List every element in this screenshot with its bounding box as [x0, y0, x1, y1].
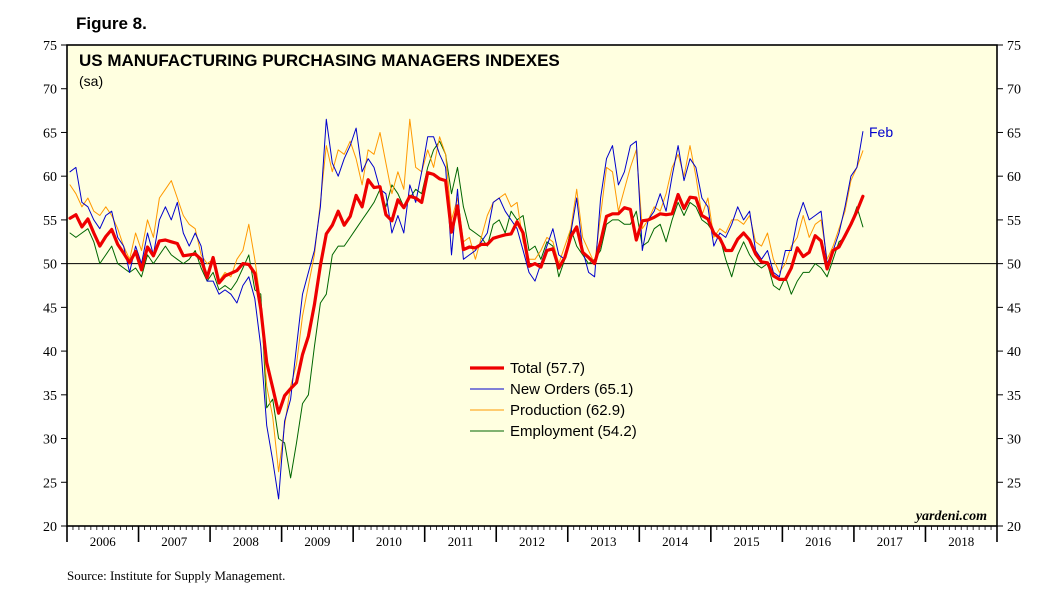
y-axis-right: 20 25 30 35 40 45 50 55 60 65 70 75: [997, 39, 1021, 535]
y-tick-label-left: 45: [43, 301, 57, 316]
y-tick-label-right: 45: [1007, 301, 1021, 316]
latest-month-label: Feb: [869, 124, 893, 140]
y-tick-label-left: 75: [43, 39, 57, 54]
y-tick-label-right: 20: [1007, 520, 1021, 535]
y-tick-label-left: 55: [43, 214, 57, 229]
source-note: Source: Institute for Supply Management.: [67, 568, 285, 583]
figure-label: Figure 8.: [76, 14, 147, 33]
x-year-label: 2007: [161, 534, 188, 549]
series-line-production: [69, 118, 864, 473]
y-tick-label-left: 60: [43, 170, 57, 185]
y-tick-label-right: 70: [1007, 83, 1021, 98]
y-tick-label-right: 35: [1007, 389, 1021, 404]
x-year-label: 2018: [948, 534, 974, 549]
x-year-label: 2017: [877, 534, 904, 549]
yardeni-watermark: yardeni.com: [914, 509, 987, 524]
y-tick-label-left: 35: [43, 389, 57, 404]
x-year-label: 2014: [662, 534, 689, 549]
y-tick-label-right: 75: [1007, 39, 1021, 54]
x-year-label: 2008: [233, 534, 259, 549]
x-year-label: 2015: [734, 534, 760, 549]
legend: Total (57.7) New Orders (65.1) Production …: [470, 360, 637, 440]
y-tick-label-left: 30: [43, 433, 57, 448]
series-lines: [68, 118, 865, 500]
y-tick-label-right: 60: [1007, 170, 1021, 185]
y-tick-label-left: 25: [43, 476, 57, 491]
x-year-label: 2006: [90, 534, 117, 549]
plot-area: [66, 44, 998, 527]
x-year-label: 2016: [805, 534, 832, 549]
y-tick-label-left: 20: [43, 520, 57, 535]
chart-subtitle: (sa): [79, 73, 103, 89]
legend-label-production: Production (62.9): [510, 402, 625, 419]
y-tick-label-right: 25: [1007, 476, 1021, 491]
y-tick-label-right: 65: [1007, 126, 1021, 141]
y-tick-label-right: 55: [1007, 214, 1021, 229]
y-axis-left: 20 25 30 35 40 45 50 55 60 65 70 75: [43, 39, 67, 535]
y-tick-label-left: 70: [43, 83, 57, 98]
x-year-label: 2009: [304, 534, 330, 549]
x-year-label: 2013: [591, 534, 617, 549]
series-line-employment: [69, 140, 864, 479]
y-tick-label-left: 50: [43, 258, 57, 273]
y-tick-label-right: 50: [1007, 258, 1021, 273]
chart-title: US MANUFACTURING PURCHASING MANAGERS IND…: [79, 51, 560, 70]
series-line-new-orders: [69, 118, 864, 500]
legend-label-total: Total (57.7): [510, 360, 585, 377]
x-year-label: 2012: [519, 534, 545, 549]
x-year-label: 2011: [448, 534, 474, 549]
y-tick-label-left: 40: [43, 345, 57, 360]
legend-label-employment: Employment (54.2): [510, 423, 637, 440]
y-tick-label-left: 65: [43, 126, 57, 141]
series-line-total: [68, 171, 865, 415]
x-axis: 2006 2007 2008 2009 2010 2011 2012 2013 2014 2015…: [66, 526, 998, 549]
legend-label-new-orders: New Orders (65.1): [510, 381, 633, 398]
x-year-label: 2010: [376, 534, 402, 549]
y-tick-label-right: 40: [1007, 345, 1021, 360]
y-tick-label-right: 30: [1007, 433, 1021, 448]
